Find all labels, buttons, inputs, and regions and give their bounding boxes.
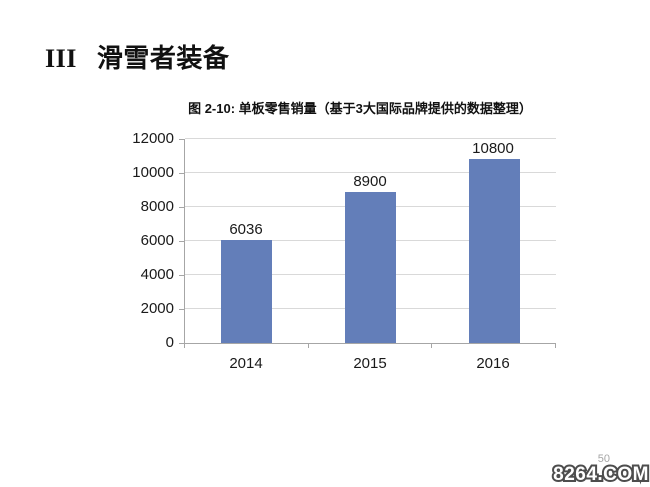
page-number: 50: [597, 453, 610, 465]
x-axis-tick: [184, 344, 185, 348]
x-axis-tick: [431, 344, 432, 348]
gridline: [185, 138, 556, 139]
x-axis-tick: [308, 344, 309, 348]
y-axis-label: 6000: [140, 232, 174, 249]
bar-chart-plot-area: [184, 138, 556, 344]
bar-value-label: 10800: [472, 140, 514, 157]
section-numeral: III: [45, 44, 77, 73]
section-title-text: 滑雪者装备: [96, 43, 230, 73]
y-axis-tick: [179, 173, 184, 174]
x-axis-label: 2016: [476, 355, 510, 372]
x-axis-tick: [555, 344, 556, 348]
gridline: [185, 172, 556, 173]
y-axis-label: 2000: [140, 300, 174, 317]
y-axis-label: 0: [165, 334, 174, 351]
y-axis-label: 10000: [132, 164, 174, 181]
page-title: III 滑雪者装备: [45, 38, 229, 75]
y-axis-label: 4000: [140, 266, 174, 283]
watermark-text: 8264.COM: [553, 464, 649, 485]
y-axis-tick: [179, 275, 184, 276]
x-axis-label: 2014: [229, 355, 263, 372]
y-axis-label: 8000: [140, 198, 174, 215]
y-axis-tick: [179, 309, 184, 310]
watermark-outline: 8264.COM: [551, 462, 650, 487]
y-axis-tick: [179, 139, 184, 140]
bar-value-label: 8900: [353, 173, 387, 190]
y-axis-label: 12000: [132, 130, 174, 147]
chart-title: 图 2-10: 单板零售销量（基于3大国际品牌提供的数据整理）: [188, 101, 532, 116]
y-axis-tick: [179, 207, 184, 208]
bar-2014: [221, 240, 272, 343]
bar-value-label: 6036: [229, 221, 263, 238]
y-axis-tick: [179, 343, 184, 344]
bar-2016: [469, 159, 520, 343]
x-axis-label: 2015: [353, 355, 387, 372]
bar-2015: [345, 192, 396, 343]
y-axis-tick: [179, 241, 184, 242]
